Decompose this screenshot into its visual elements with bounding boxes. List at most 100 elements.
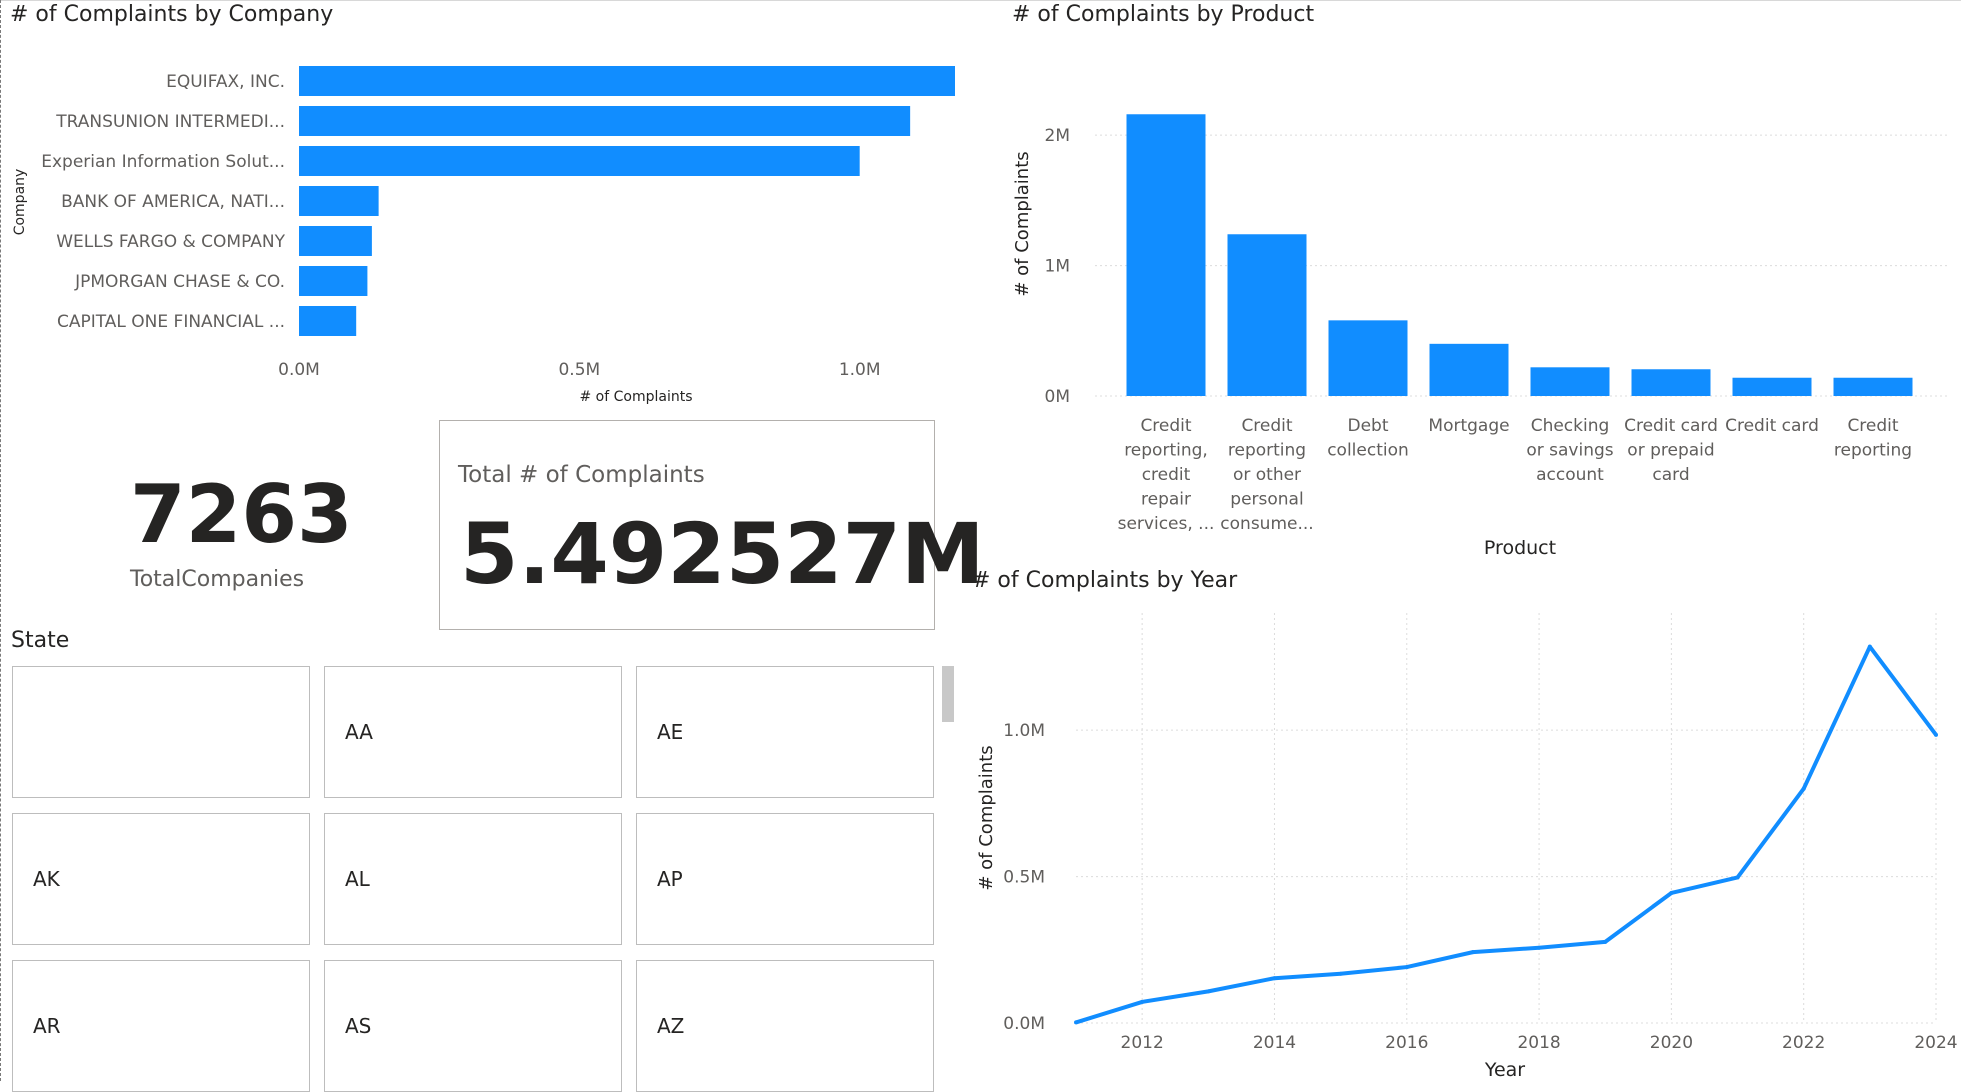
year-data-point[interactable] — [1537, 945, 1542, 950]
total-companies-value: 7263 — [130, 468, 353, 561]
product-bar[interactable] — [1429, 343, 1509, 396]
product-bar[interactable] — [1833, 377, 1913, 396]
state-tile-ak[interactable]: AK — [12, 813, 310, 945]
state-tile-blank[interactable] — [12, 666, 310, 798]
product-bar[interactable] — [1227, 234, 1307, 396]
state-tile-as[interactable]: AS — [324, 960, 622, 1092]
year-data-point[interactable] — [1404, 965, 1409, 970]
product-category-label: card — [1652, 465, 1689, 485]
year-x-tick-label: 2016 — [1385, 1033, 1428, 1053]
year-data-point[interactable] — [1206, 989, 1211, 994]
year-data-point[interactable] — [1074, 1020, 1078, 1025]
year-x-tick-label: 2014 — [1253, 1033, 1296, 1053]
company-category-label: JPMORGAN CHASE & CO. — [74, 272, 285, 292]
company-x-tick-label: 0.0M — [278, 360, 320, 380]
total-companies-label: TotalCompanies — [130, 567, 305, 592]
product-category-label: personal — [1230, 490, 1303, 510]
year-data-point[interactable] — [1735, 875, 1740, 880]
product-category-label: consume... — [1220, 514, 1313, 534]
product-category-label: Debt — [1347, 416, 1388, 436]
product-category-label: repair — [1141, 490, 1191, 510]
product-category-label: Credit — [1241, 416, 1292, 436]
year-line-chart[interactable]: 0.0M 0.5M 1.0M 2012 2014 2016 2018 2020 2022 2024… — [960, 600, 1960, 1081]
state-tile-ae[interactable]: AE — [636, 666, 934, 798]
year-data-point[interactable] — [1934, 732, 1938, 737]
canvas-top-border — [0, 0, 1961, 1]
year-x-tick-label: 2024 — [1914, 1033, 1957, 1053]
year-data-point[interactable] — [1603, 939, 1608, 944]
product-bar[interactable] — [1126, 114, 1206, 397]
company-category-label: Experian Information Solut... — [41, 152, 285, 172]
product-y-axis-title: # of Complaints — [1012, 151, 1033, 296]
company-category-label: TRANSUNION INTERMEDI... — [55, 112, 285, 132]
product-category-label: Credit card — [1624, 416, 1718, 436]
company-category-label: EQUIFAX, INC. — [166, 72, 285, 92]
state-slicer-scrollbar[interactable] — [942, 666, 954, 722]
company-bar[interactable] — [299, 146, 860, 176]
product-category-label: or savings — [1526, 441, 1613, 461]
year-data-point[interactable] — [1272, 976, 1277, 981]
state-tile-aa[interactable]: AA — [324, 666, 622, 798]
company-bar-chart[interactable]: EQUIFAX, INC. TRANSUNION INTERMEDI... Expe… — [0, 40, 975, 410]
company-x-tick-label: 0.5M — [558, 360, 600, 380]
company-bar[interactable] — [299, 106, 911, 136]
year-data-point[interactable] — [1140, 999, 1145, 1004]
product-category-label: Credit — [1847, 416, 1898, 436]
state-tile-az[interactable]: AZ — [636, 960, 934, 1092]
product-category-label: Checking — [1531, 416, 1610, 436]
state-tile-ap[interactable]: AP — [636, 813, 934, 945]
year-y-tick-label: 1.0M — [1003, 721, 1045, 741]
total-complaints-label: Total # of Complaints — [458, 462, 705, 488]
product-column-chart[interactable]: 0M 1M 2M Credit reporting, credit repair servic… — [980, 40, 1961, 570]
year-y-tick-label: 0.5M — [1003, 868, 1045, 888]
year-data-point[interactable] — [1669, 890, 1674, 895]
year-chart-title: # of Complaints by Year — [972, 568, 1238, 593]
company-category-label: CAPITAL ONE FINANCIAL ... — [57, 312, 285, 332]
total-complaints-value: 5.492527M — [460, 505, 985, 603]
company-x-tick-label: 1.0M — [839, 360, 881, 380]
product-category-label: Credit card — [1725, 416, 1819, 436]
year-x-tick-label: 2020 — [1650, 1033, 1693, 1053]
state-tile-al[interactable]: AL — [324, 813, 622, 945]
company-category-label: WELLS FARGO & COMPANY — [56, 232, 285, 252]
product-category-label: or prepaid — [1627, 441, 1714, 461]
year-data-point[interactable] — [1867, 644, 1872, 649]
year-series-line[interactable] — [1075, 644, 1938, 1025]
year-x-axis-title: Year — [1484, 1059, 1525, 1081]
product-category-label: Credit — [1140, 416, 1191, 436]
year-data-point[interactable] — [1338, 971, 1343, 976]
company-bar[interactable] — [299, 66, 955, 96]
product-category-label: reporting — [1834, 441, 1912, 461]
company-y-axis-title: Company — [12, 169, 28, 236]
company-bar[interactable] — [299, 306, 357, 336]
company-bar[interactable] — [299, 266, 368, 296]
year-data-point[interactable] — [1801, 786, 1806, 791]
product-chart-title: # of Complaints by Product — [1012, 2, 1315, 27]
product-category-label: reporting, — [1124, 441, 1208, 461]
product-bar[interactable] — [1732, 377, 1812, 396]
company-bar[interactable] — [299, 186, 379, 216]
product-x-axis-title: Product — [1484, 537, 1556, 559]
product-bar[interactable] — [1328, 320, 1408, 396]
product-category-label: account — [1536, 465, 1604, 485]
product-category-label: or other — [1233, 465, 1301, 485]
product-y-tick-label: 0M — [1045, 387, 1070, 407]
product-bar[interactable] — [1530, 367, 1610, 396]
company-x-axis-title: # of Complaints — [579, 389, 692, 405]
product-category-label: reporting — [1228, 441, 1306, 461]
product-category-label: services, ... — [1118, 514, 1215, 534]
product-category-label: Mortgage — [1428, 416, 1509, 436]
product-category-label: credit — [1142, 465, 1191, 485]
state-tile-ar[interactable]: AR — [12, 960, 310, 1092]
year-x-tick-label: 2018 — [1517, 1033, 1560, 1053]
product-bar[interactable] — [1631, 369, 1711, 396]
company-chart-title: # of Complaints by Company — [10, 2, 334, 27]
year-y-axis-title: # of Complaints — [976, 745, 997, 890]
product-category-label: collection — [1327, 441, 1409, 461]
year-data-point[interactable] — [1470, 950, 1475, 955]
state-slicer-title: State — [11, 628, 70, 653]
company-bar[interactable] — [299, 226, 372, 256]
company-category-label: BANK OF AMERICA, NATI... — [61, 192, 285, 212]
year-x-tick-label: 2022 — [1782, 1033, 1825, 1053]
product-y-tick-label: 1M — [1045, 257, 1070, 277]
